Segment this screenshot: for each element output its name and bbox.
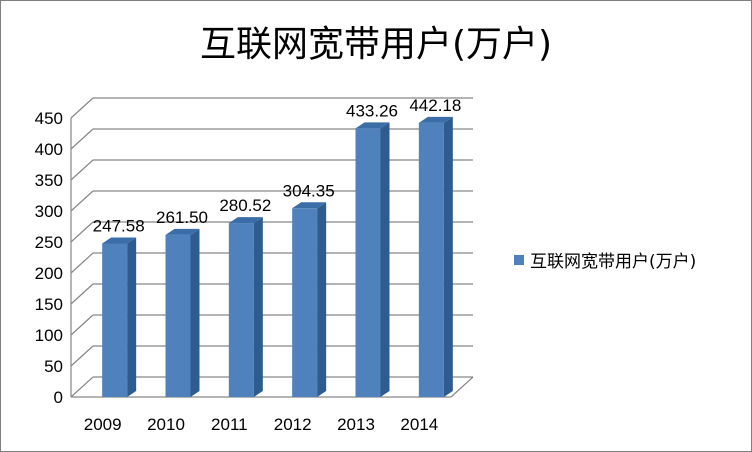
gridline-side [70,314,94,336]
gridline-side [70,97,94,119]
gridline-side [70,190,94,212]
gridline-side [70,128,94,150]
y-tick-label: 450 [35,109,63,128]
data-label: 261.50 [156,208,208,227]
bar [355,128,381,398]
legend-swatch [514,254,524,265]
y-tick-label: 300 [35,202,63,221]
y-tick-label: 100 [35,326,63,345]
bar [418,122,444,398]
gridline-side [70,283,94,305]
gridline-side [70,252,94,274]
bar-side [443,116,453,398]
bar [165,234,191,397]
x-tick-label: 2013 [337,415,375,434]
y-tick-label: 350 [35,171,63,190]
x-tick-label: 2011 [211,415,248,434]
floor-edge [450,376,474,398]
gridline-side [70,345,94,367]
chart-title: 互联网宽带用户(万户) [199,24,553,65]
y-tick-label: 250 [35,233,63,252]
x-tick-label: 2012 [274,415,312,434]
bar-side [190,228,200,397]
data-label: 433.26 [346,101,398,120]
bar-top [355,122,390,129]
y-tick-label: 400 [35,140,63,159]
data-label: 247.58 [93,217,145,236]
y-tick-label: 200 [35,264,63,283]
bar-side [380,122,390,398]
data-label: 442.18 [409,96,461,115]
bar-side [317,202,327,397]
bar-top [102,237,137,244]
bar-top [228,217,263,224]
data-label: 304.35 [283,181,335,200]
gridline-side [70,221,94,243]
x-tick-label: 2009 [84,415,122,434]
bar-top [165,228,200,235]
y-tick-label: 150 [35,295,63,314]
bar-side [253,217,263,397]
bar-top [292,202,327,209]
bar-side [127,237,137,397]
x-tick-label: 2014 [400,415,438,434]
bar-top [418,116,453,123]
gridline-side [70,376,94,398]
bar [292,208,318,397]
x-tick-label: 2010 [147,415,185,434]
bar [102,243,128,397]
y-tick-label: 50 [44,357,63,376]
gridline-side [70,159,94,181]
bar [228,223,254,397]
y-tick-label: 0 [54,388,63,407]
legend: 互联网宽带用户(万户) [514,247,696,272]
legend-label: 互联网宽带用户(万户) [530,252,697,272]
data-label: 280.52 [219,196,271,215]
